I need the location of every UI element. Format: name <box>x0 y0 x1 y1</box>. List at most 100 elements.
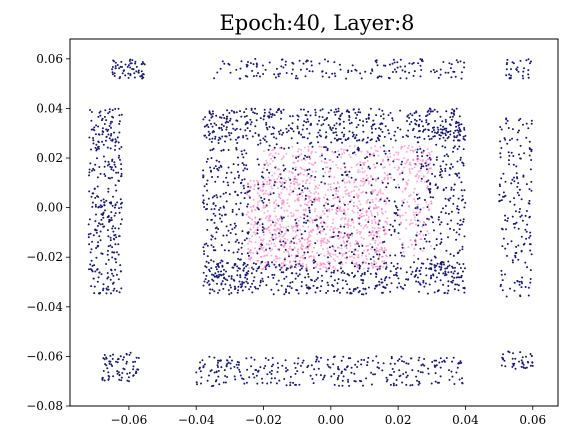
data-point <box>521 74 524 77</box>
data-point <box>333 176 336 179</box>
data-point <box>425 180 428 183</box>
data-point <box>259 139 262 142</box>
data-point <box>427 168 430 170</box>
data-point <box>313 280 316 283</box>
data-point <box>457 172 460 175</box>
data-point <box>504 219 507 222</box>
data-point <box>381 109 384 112</box>
data-point <box>399 77 402 80</box>
data-point <box>113 60 115 63</box>
data-point <box>430 110 432 113</box>
data-point <box>312 229 315 232</box>
data-point <box>358 379 361 382</box>
data-point <box>298 193 301 196</box>
data-point <box>294 175 297 178</box>
data-point <box>455 238 458 241</box>
data-point <box>225 270 227 273</box>
data-point <box>265 126 268 129</box>
data-point <box>251 235 254 238</box>
data-point <box>452 188 455 191</box>
data-point <box>207 261 210 264</box>
data-point <box>367 198 369 201</box>
data-point <box>95 247 98 249</box>
data-point <box>462 135 465 138</box>
data-point <box>362 384 364 387</box>
data-point <box>113 75 116 77</box>
data-point <box>294 230 297 233</box>
data-point <box>284 60 287 63</box>
data-point <box>320 274 323 277</box>
data-point <box>366 364 369 367</box>
data-point <box>302 157 305 160</box>
data-point <box>315 278 318 281</box>
data-point <box>385 266 388 269</box>
data-point <box>280 158 283 161</box>
data-point <box>374 242 377 244</box>
data-point <box>268 201 271 204</box>
data-point <box>296 217 298 220</box>
data-point <box>314 199 317 202</box>
data-point <box>375 247 378 250</box>
data-point <box>266 210 269 213</box>
data-point <box>433 108 436 111</box>
data-point <box>381 281 384 284</box>
data-point <box>252 226 255 229</box>
data-point <box>266 262 269 265</box>
data-point <box>435 158 438 161</box>
data-point <box>278 264 281 267</box>
data-point <box>126 379 129 382</box>
data-point <box>284 359 287 362</box>
data-point <box>516 185 519 188</box>
data-point <box>350 251 353 253</box>
data-point <box>137 71 140 74</box>
data-point <box>307 145 310 148</box>
data-point <box>267 148 270 151</box>
data-point <box>363 225 366 228</box>
data-point <box>216 264 219 266</box>
data-point <box>455 276 458 279</box>
data-point <box>107 215 110 217</box>
data-point <box>424 282 427 285</box>
data-point <box>415 214 418 216</box>
data-point <box>451 360 454 363</box>
data-point <box>118 154 121 157</box>
data-point <box>307 236 310 239</box>
data-point <box>431 216 434 219</box>
data-point <box>362 130 365 133</box>
data-point <box>318 216 321 219</box>
data-point <box>240 191 243 194</box>
data-point <box>290 225 293 228</box>
data-point <box>377 154 380 157</box>
data-point <box>510 240 513 243</box>
data-point <box>365 377 368 380</box>
data-point <box>221 135 224 138</box>
data-point <box>286 369 289 371</box>
data-point <box>362 260 365 263</box>
data-point <box>304 169 307 172</box>
data-point <box>356 249 359 252</box>
data-point <box>425 240 428 243</box>
data-point <box>282 251 285 253</box>
data-point <box>359 161 362 164</box>
data-point <box>347 203 350 206</box>
data-point <box>217 266 220 268</box>
data-point <box>230 277 233 280</box>
data-point <box>251 69 254 72</box>
data-point <box>202 199 205 202</box>
data-point <box>345 247 348 250</box>
data-point <box>223 277 225 280</box>
data-point <box>371 189 374 192</box>
data-point <box>393 219 396 222</box>
data-point <box>107 160 110 163</box>
data-point <box>280 219 283 222</box>
data-point <box>219 217 222 220</box>
data-point <box>351 260 354 262</box>
data-point <box>348 191 351 194</box>
data-point <box>457 289 460 292</box>
data-point <box>303 187 306 190</box>
data-point <box>107 133 110 136</box>
data-point <box>98 292 101 295</box>
data-point <box>371 153 374 156</box>
data-point <box>403 188 406 191</box>
data-point <box>388 163 391 166</box>
